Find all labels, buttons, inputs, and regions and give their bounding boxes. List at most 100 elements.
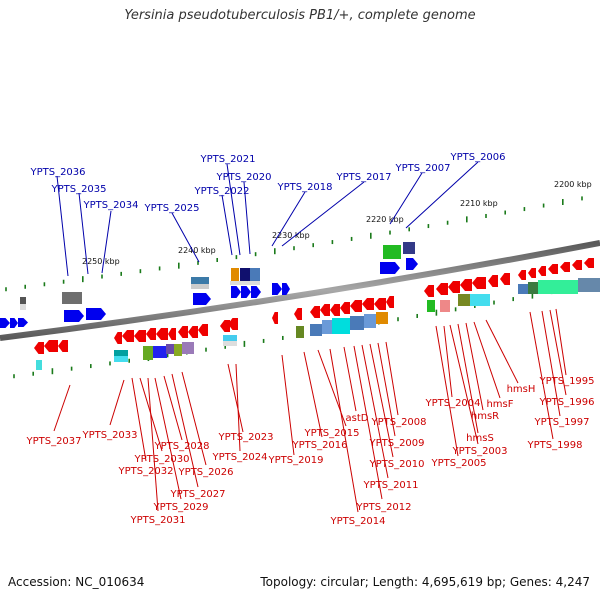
gene-label-ypts-2021[interactable]: YPTS_2021 — [199, 154, 255, 165]
gene-label-ypts-2015[interactable]: YPTS_2015 — [303, 428, 359, 439]
gene-label-ypts-2031[interactable]: YPTS_2031 — [129, 515, 185, 526]
gene-label-ypts-2033[interactable]: YPTS_2033 — [81, 430, 137, 441]
tick-mark — [581, 196, 583, 201]
tick-mark — [446, 220, 449, 225]
tick-mark — [523, 207, 526, 212]
gene-feature-block — [383, 245, 401, 259]
reverse-gene-arrow — [122, 330, 134, 342]
gene-label-hmsr[interactable]: hmsR — [471, 411, 499, 422]
gene-label-hmsf[interactable]: hmsF — [486, 399, 513, 410]
gene-feature-block — [332, 318, 350, 334]
gene-label-ypts-1998[interactable]: YPTS_1998 — [526, 440, 582, 451]
forward-gene-arrow — [193, 293, 211, 305]
gene-label-ypts-2006[interactable]: YPTS_2006 — [449, 152, 505, 163]
tick-mark — [312, 243, 314, 248]
forward-gene-arrow — [64, 310, 84, 322]
reverse-gene-arrow — [168, 328, 176, 340]
gene-label-ypts-2011[interactable]: YPTS_2011 — [362, 480, 418, 491]
tick-mark — [512, 297, 514, 302]
gene-feature-block — [376, 312, 388, 324]
gene-label-ypts-2023[interactable]: YPTS_2023 — [217, 432, 273, 443]
gene-label-ypts-1995[interactable]: YPTS_1995 — [538, 376, 594, 387]
reverse-gene-arrow — [146, 328, 156, 340]
gene-label-ypts-2014[interactable]: YPTS_2014 — [329, 516, 385, 527]
gene-label-ypts-2008[interactable]: YPTS_2008 — [370, 417, 426, 428]
gene-label-ypts-2022[interactable]: YPTS_2022 — [193, 186, 249, 197]
gene-label-ypts-2029[interactable]: YPTS_2029 — [152, 502, 208, 513]
tick-mark — [427, 224, 430, 229]
gene-label-ypts-2019[interactable]: YPTS_2019 — [267, 455, 323, 466]
gene-feature-block — [191, 277, 209, 285]
forward-gene-arrow — [231, 286, 241, 298]
tick-mark — [282, 335, 284, 340]
reverse-gene-arrow — [156, 328, 168, 340]
gene-feature-block — [174, 344, 182, 356]
reverse-gene-arrow — [320, 304, 330, 316]
gene-label-ypts-2024[interactable]: YPTS_2024 — [211, 452, 267, 463]
gene-feature-block — [518, 284, 528, 294]
tick-mark — [197, 260, 199, 265]
gene-label-ypts-2025[interactable]: YPTS_2025 — [143, 203, 199, 214]
gene-label-ypts-2005[interactable]: YPTS_2005 — [430, 458, 486, 469]
forward-strand-genes — [0, 258, 418, 328]
gene-label-hmsh[interactable]: hmsH — [507, 384, 536, 395]
reverse-gene-arrow — [220, 320, 230, 332]
gene-label-ypts-2007[interactable]: YPTS_2007 — [394, 163, 450, 174]
tick-label-2200: 2200 kbp — [554, 180, 592, 189]
tick-mark — [454, 307, 457, 312]
gene-label-ypts-2004[interactable]: YPTS_2004 — [424, 398, 480, 409]
forward-gene-arrow — [251, 286, 261, 298]
gene-label-ypts-2037[interactable]: YPTS_2037 — [25, 436, 81, 447]
gene-label-ypts-2036[interactable]: YPTS_2036 — [29, 167, 85, 178]
tick-mark — [178, 262, 180, 269]
gene-label-ypts-2028[interactable]: YPTS_2028 — [153, 441, 209, 452]
gene-label-ypts-2026[interactable]: YPTS_2026 — [177, 467, 233, 478]
forward-label-leaders — [56, 161, 479, 277]
gene-label-ypts-2032[interactable]: YPTS_2032 — [117, 466, 173, 477]
tick-mark — [397, 317, 399, 322]
tick-mark — [139, 269, 142, 274]
gene-label-astd[interactable]: astD — [346, 413, 369, 424]
tick-mark — [158, 266, 161, 271]
reverse-gene-arrow — [294, 308, 302, 320]
gene-feature-block — [350, 316, 364, 330]
reverse-labels: YPTS_2037 YPTS_2033 YPTS_2032 YPTS_2030 … — [25, 376, 594, 527]
gene-label-ypts-2018[interactable]: YPTS_2018 — [276, 182, 332, 193]
gene-feature-block — [364, 314, 376, 328]
gene-label-ypts-2016[interactable]: YPTS_2016 — [291, 440, 347, 451]
gene-label-ypts-2020[interactable]: YPTS_2020 — [215, 172, 271, 183]
gene-label-ypts-2012[interactable]: YPTS_2012 — [355, 502, 411, 513]
gene-label-ypts-2027[interactable]: YPTS_2027 — [169, 489, 225, 500]
gene-feature-block — [223, 335, 237, 341]
tick-mark — [109, 361, 111, 366]
map-title: Yersinia pseudotuberculosis PB1/+, compl… — [124, 8, 476, 23]
reverse-gene-arrow — [134, 330, 146, 342]
gene-label-ypts-2030[interactable]: YPTS_2030 — [133, 454, 189, 465]
tick-mark — [562, 198, 564, 205]
gene-feature-block — [182, 342, 194, 354]
tick-mark — [274, 248, 276, 255]
tick-mark — [90, 364, 92, 369]
tick-mark — [254, 252, 257, 257]
tick-mark — [370, 232, 372, 239]
tick-mark — [542, 203, 545, 208]
gene-feature-block — [20, 304, 26, 310]
tick-mark — [13, 374, 15, 379]
gene-label-ypts-2034[interactable]: YPTS_2034 — [82, 200, 138, 211]
tick-mark — [389, 230, 391, 235]
reverse-gene-arrow — [178, 326, 188, 338]
gene-label-ypts-2010[interactable]: YPTS_2010 — [368, 459, 424, 470]
gene-feature-block — [403, 242, 415, 254]
gene-label-ypts-2017[interactable]: YPTS_2017 — [335, 172, 391, 183]
tick-mark — [408, 227, 410, 232]
gene-label-ypts-2003[interactable]: YPTS_2003 — [451, 446, 507, 457]
gene-label-ypts-1996[interactable]: YPTS_1996 — [538, 397, 594, 408]
gene-label-ypts-2009[interactable]: YPTS_2009 — [368, 438, 424, 449]
reverse-gene-arrow — [528, 268, 536, 278]
gene-label-ypts-2035[interactable]: YPTS_2035 — [50, 184, 106, 195]
gene-label-ypts-1997[interactable]: YPTS_1997 — [533, 417, 589, 428]
reverse-gene-arrow — [460, 279, 472, 291]
tick-mark — [32, 371, 34, 376]
gene-feature-block — [62, 292, 82, 304]
gene-label-hmss[interactable]: hmsS — [466, 433, 494, 444]
